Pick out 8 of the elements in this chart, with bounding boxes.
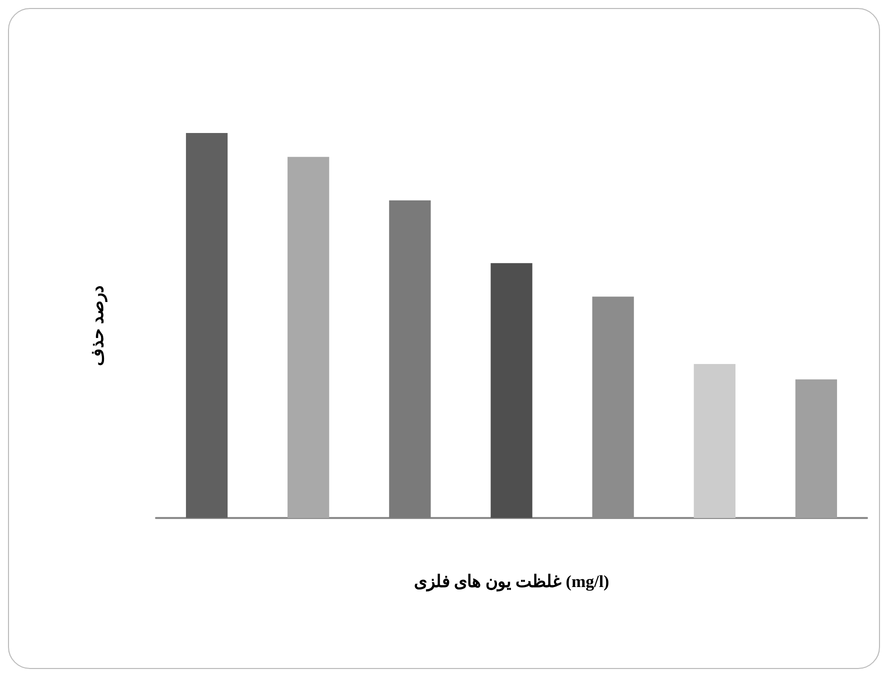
- bar: [490, 263, 532, 518]
- bar: [795, 379, 838, 518]
- bar: [694, 364, 736, 518]
- bar: [389, 200, 431, 518]
- y-axis-title: درصد حذف: [88, 284, 108, 366]
- bar: [186, 133, 228, 518]
- bar: [288, 156, 330, 518]
- x-axis-title: غلظت یون های فلزی (mg/l): [414, 572, 610, 592]
